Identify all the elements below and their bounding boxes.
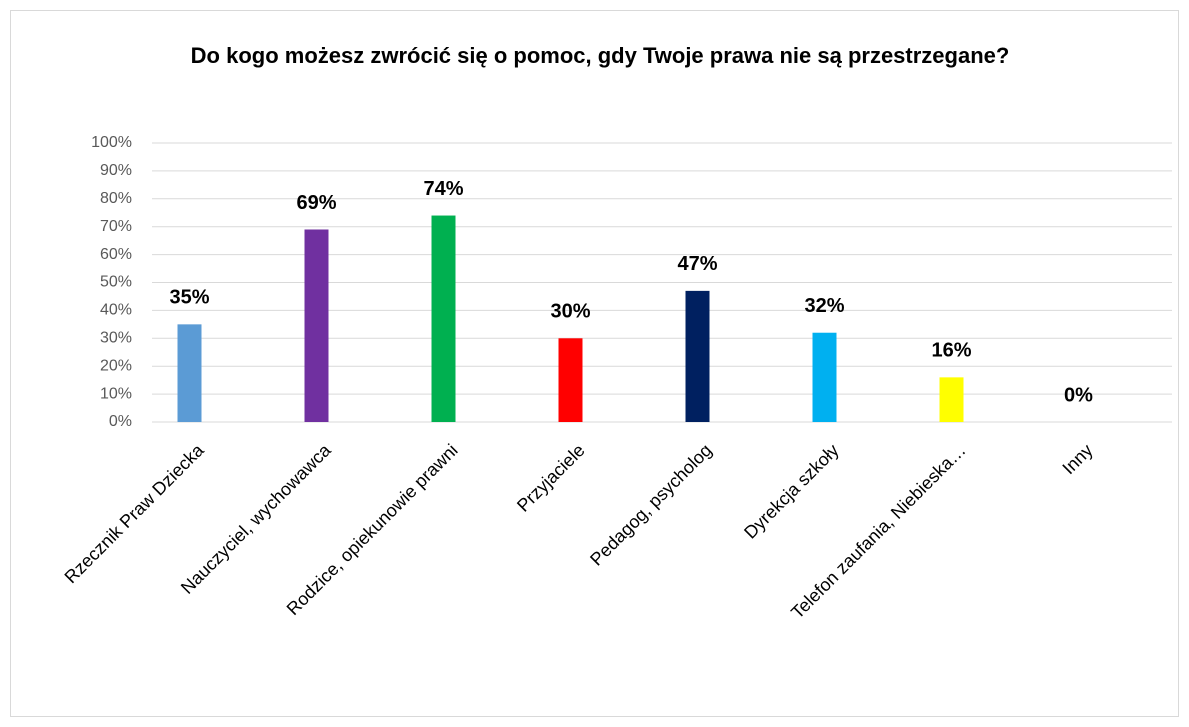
y-tick-label: 0%: [109, 413, 132, 430]
y-tick-label: 10%: [100, 385, 132, 402]
data-label: 47%: [677, 253, 717, 275]
data-label: 16%: [931, 340, 971, 362]
y-tick-label: 50%: [100, 274, 132, 291]
x-tick-label: Dyrekcja szkoły: [740, 440, 843, 543]
bar: [812, 332, 837, 422]
data-label: 32%: [804, 295, 844, 317]
x-tick-label: Rzecznik Praw Dziecka: [61, 439, 209, 587]
y-tick-label: 90%: [100, 162, 132, 179]
y-tick-label: 30%: [100, 330, 132, 347]
bar: [685, 290, 710, 422]
chart-title: Do kogo możesz zwrócić się o pomoc, gdy …: [190, 43, 1010, 68]
x-tick-label: Przyjaciele: [513, 440, 589, 516]
x-tick-label: Nauczyciel, wychowawca: [177, 439, 335, 597]
y-tick-label: 80%: [100, 190, 132, 207]
bar: [939, 377, 964, 422]
bar: [558, 338, 583, 422]
data-label: 30%: [550, 301, 590, 323]
data-label: 74%: [423, 178, 463, 200]
data-label: 35%: [169, 287, 209, 309]
data-label: 69%: [296, 192, 336, 214]
chart-border: [10, 10, 1179, 717]
bar: [431, 215, 456, 422]
x-tick-label: Pedagog, psycholog: [586, 440, 715, 569]
y-tick-label: 100%: [91, 134, 132, 151]
y-tick-label: 20%: [100, 357, 132, 374]
bar: [304, 229, 329, 422]
data-label: 0%: [1064, 384, 1093, 406]
y-tick-label: 40%: [100, 302, 132, 319]
bar: [177, 324, 202, 422]
y-tick-label: 60%: [100, 246, 132, 263]
x-tick-label: Inny: [1058, 440, 1096, 478]
y-tick-label: 70%: [100, 218, 132, 235]
